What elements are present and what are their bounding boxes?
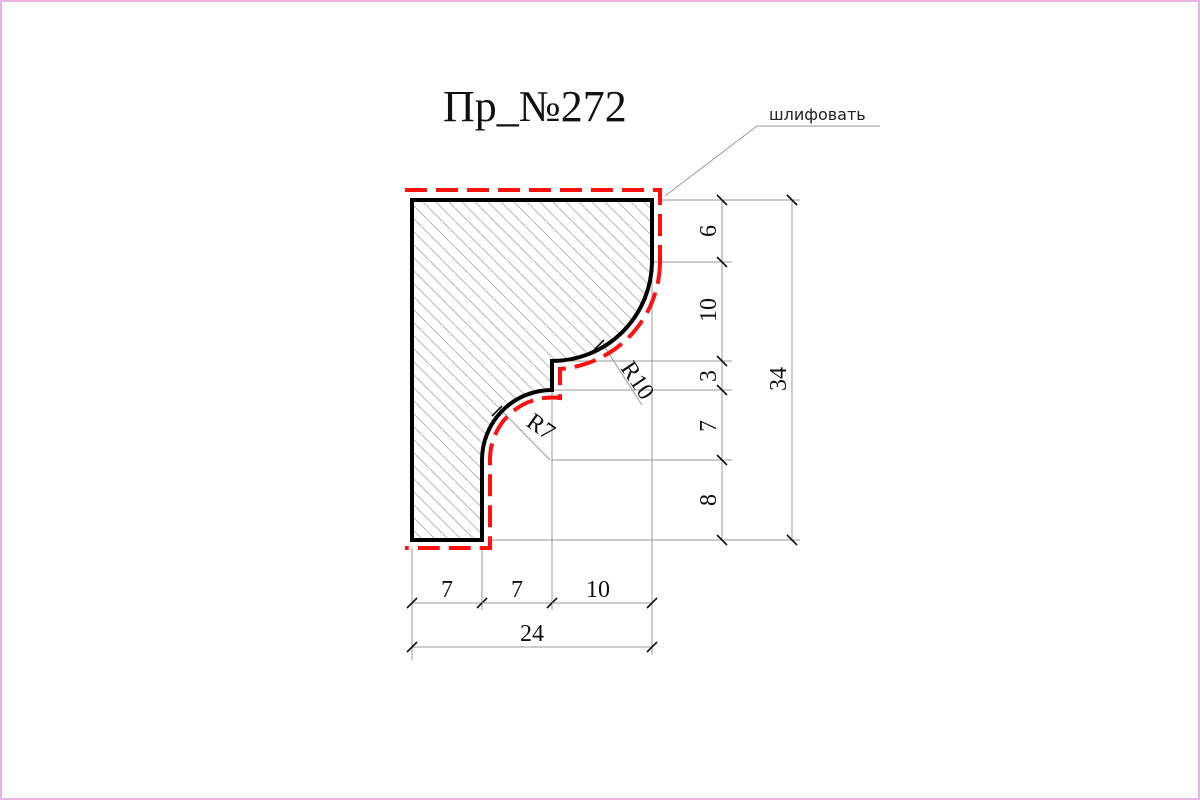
horizontal-dimension-7: 7	[406, 577, 488, 609]
drawing-title: Пр_№272	[443, 82, 627, 131]
construction-lines	[411, 199, 800, 660]
dimension-horizontal-total: 24	[520, 621, 544, 647]
sanding-note-leader	[664, 125, 758, 197]
vertical-dimension-total: 34	[766, 194, 798, 546]
dimension-vertical-1: 6	[696, 225, 722, 237]
dimension-vertical-5: 8	[696, 494, 722, 506]
horizontal-dimension-10: 10	[552, 577, 658, 609]
profile-section	[410, 198, 654, 542]
dimension-horizontal-1: 7	[441, 577, 453, 603]
dimension-horizontal-3: 10	[586, 577, 610, 603]
horizontal-dimension-7b: 7	[482, 577, 558, 609]
sanding-surface-line	[405, 188, 662, 550]
sanding-note: шлифовать	[769, 105, 866, 124]
vertical-dimension-chain: 6 10 3 7 8	[696, 194, 728, 546]
dimension-vertical-3: 3	[696, 370, 722, 382]
dimension-vertical-4: 7	[696, 420, 722, 432]
horizontal-dimension-total: 24	[406, 621, 658, 653]
dimension-vertical-total: 34	[766, 367, 792, 391]
dimension-horizontal-2: 7	[511, 577, 523, 603]
dimension-vertical-2: 10	[696, 298, 722, 322]
